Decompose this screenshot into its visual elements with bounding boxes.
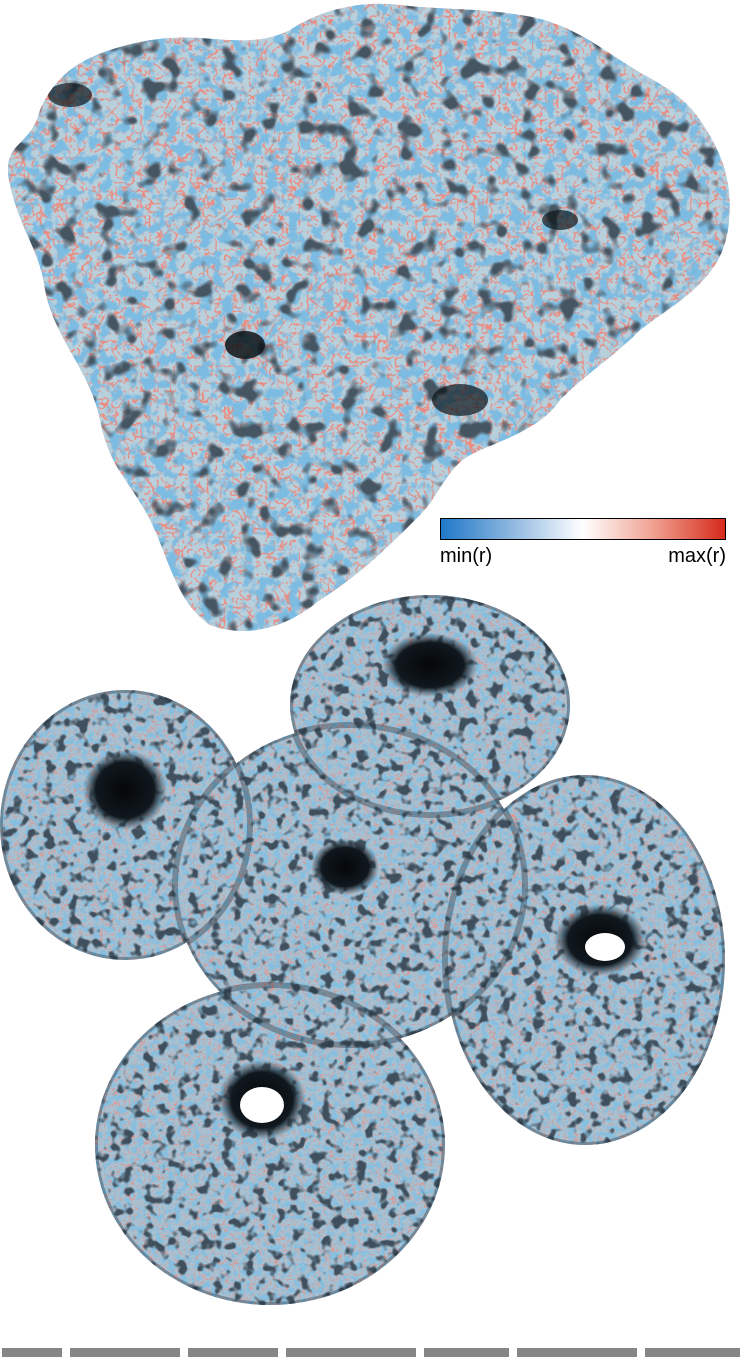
colorbar-gradient [440,518,726,540]
cropped-caption-glyphs [2,1348,740,1357]
bottom-molecular-assembly [0,595,743,1335]
bottom-molecule-body [0,595,725,1305]
cropped-caption-text [0,1344,743,1359]
colorbar-min-label: min(r) [440,545,493,567]
colorbar-legend: min(r) max(r) [440,518,726,574]
colorbar-max-label: max(r) [668,545,726,567]
bottom-molecule-svg [0,595,725,1305]
top-molecule-svg [7,3,730,631]
top-molecular-surface: min(r) max(r) [0,0,743,640]
